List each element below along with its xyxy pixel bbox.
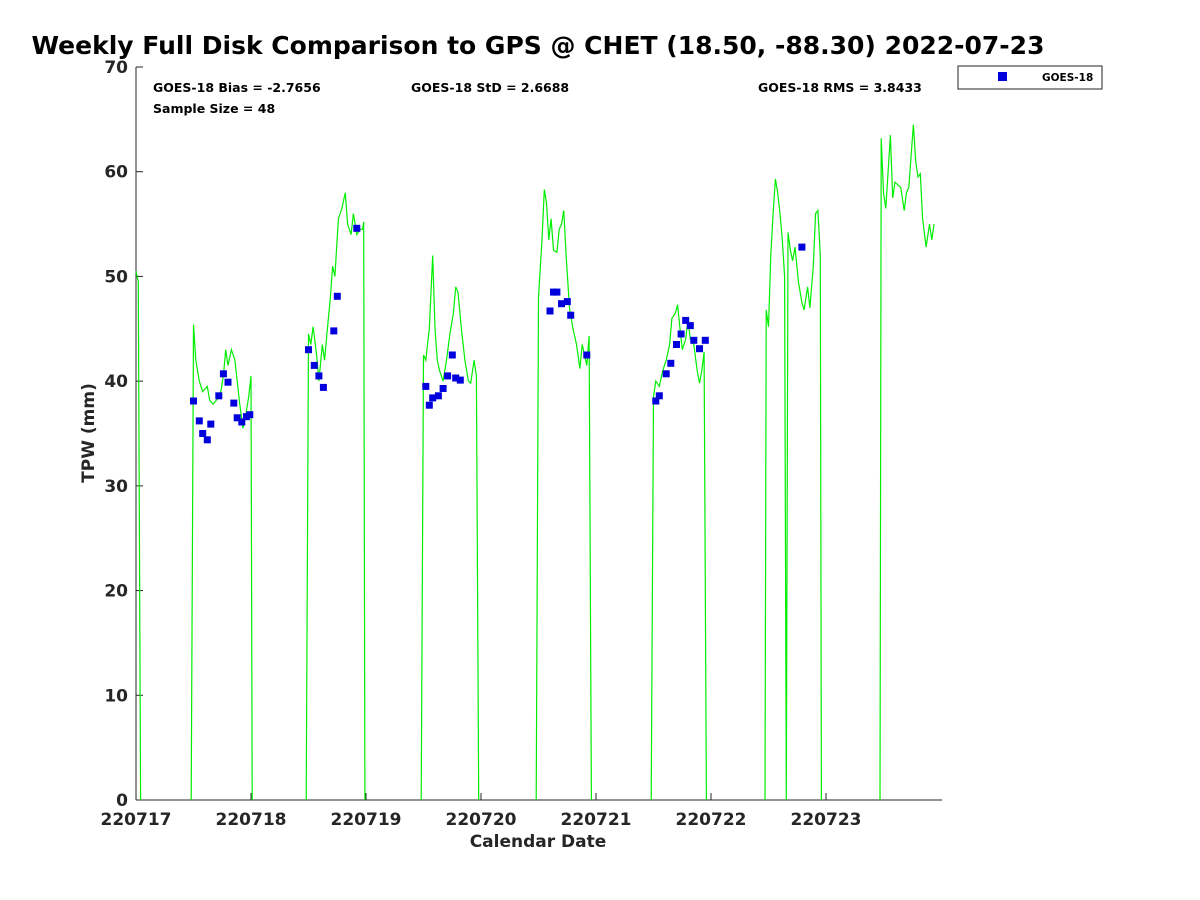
goes-18-point	[315, 372, 323, 380]
bias-annotation: GOES-18 Bias = -2.7656	[153, 80, 321, 95]
goes-18-point	[667, 359, 675, 367]
goes-18-point	[701, 336, 709, 344]
legend-marker-goes-18	[998, 72, 1007, 81]
goes-18-point	[305, 346, 312, 354]
y-tick-label: 20	[104, 582, 128, 602]
x-tick-label: 220721	[561, 810, 632, 830]
x-tick-label: 220718	[216, 810, 287, 830]
goes-18-point	[219, 370, 227, 378]
goes-18-point	[673, 341, 680, 348]
legend-box	[957, 65, 1103, 90]
gps-line-segment	[135, 271, 142, 801]
goes-18-point	[686, 322, 694, 330]
rms-annotation: GOES-18 RMS = 3.8433	[758, 80, 922, 95]
gps-line-segment	[650, 304, 708, 801]
goes-18-point	[652, 397, 660, 405]
goes-18-point	[682, 316, 690, 324]
goes-18-point	[439, 385, 447, 392]
legend: GOES-18	[957, 65, 1103, 90]
goes-18-point	[655, 392, 663, 400]
goes-18-point	[583, 351, 591, 359]
y-tick-label: 10	[104, 686, 128, 706]
x-tick-label: 220720	[446, 810, 517, 830]
y-tick-label: 0	[116, 791, 128, 811]
goes-18-point	[195, 417, 203, 425]
gps-series	[135, 124, 935, 801]
goes-18-point	[215, 392, 223, 400]
x-ticks: 220717 220718 220719 220720 220721 220722 2207…	[101, 793, 862, 830]
goes-18-point	[558, 300, 565, 308]
goes-18-point	[567, 311, 575, 319]
gps-line-segment	[879, 124, 935, 801]
goes-18-point	[696, 345, 703, 353]
goes-18-point	[310, 361, 318, 369]
goes-18-point	[319, 383, 327, 391]
y-tick-label: 70	[104, 58, 128, 78]
x-axis-label: Calendar Date	[470, 832, 607, 852]
y-tick-label: 50	[104, 267, 128, 287]
goes-18-point	[330, 327, 338, 335]
sample-size-annotation: Sample Size = 48	[153, 101, 275, 116]
gps-line-segment	[420, 255, 480, 801]
y-axis-label: TPW (mm)	[79, 383, 99, 483]
y-tick-label: 60	[104, 163, 128, 183]
goes-18-point	[456, 376, 464, 384]
goes-18-point	[425, 401, 433, 409]
goes-18-point	[452, 374, 460, 382]
goes-18-point	[190, 397, 197, 405]
goes-18-point	[207, 420, 215, 428]
goes-18-point	[233, 414, 241, 422]
goes-18-point	[798, 243, 806, 251]
goes-18-point	[203, 436, 211, 444]
goes-18-point	[230, 399, 238, 407]
gps-line-segment	[305, 192, 366, 801]
goes-18-point	[199, 430, 207, 437]
std-annotation: GOES-18 StD = 2.6688	[411, 80, 569, 95]
goes-18-point	[563, 298, 571, 306]
goes-18-point	[546, 307, 554, 315]
x-tick-label: 220717	[101, 810, 172, 830]
gps-line-segment	[764, 178, 823, 801]
plot-axes	[135, 67, 942, 801]
goes-18-point	[434, 392, 442, 400]
goes-18-point	[238, 418, 246, 426]
gps-line-segment	[535, 189, 593, 801]
goes-18-point	[353, 224, 361, 232]
goes-18-point	[448, 351, 456, 359]
goes-18-point	[662, 370, 670, 378]
x-tick-label: 220719	[331, 810, 402, 830]
goes-18-point	[422, 382, 430, 390]
goes-18-point	[333, 292, 341, 300]
goes-18-point	[553, 288, 561, 296]
y-tick-label: 30	[104, 477, 128, 497]
y-tick-label: 40	[104, 372, 128, 392]
legend-label-goes-18: GOES-18	[1042, 72, 1093, 84]
goes-18-point	[444, 372, 452, 380]
goes-18-point	[246, 411, 254, 419]
goes-18-series	[190, 224, 806, 444]
goes-18-point	[224, 378, 232, 386]
goes-18-point	[690, 336, 698, 344]
y-ticks: 0 10 20 30 40 50 60 70	[104, 58, 143, 811]
chart-title: Weekly Full Disk Comparison to GPS @ CHE…	[32, 31, 1045, 60]
x-tick-label: 220723	[791, 810, 862, 830]
goes-18-point	[677, 330, 685, 338]
goes-18-point	[429, 394, 437, 402]
x-tick-label: 220722	[676, 810, 747, 830]
